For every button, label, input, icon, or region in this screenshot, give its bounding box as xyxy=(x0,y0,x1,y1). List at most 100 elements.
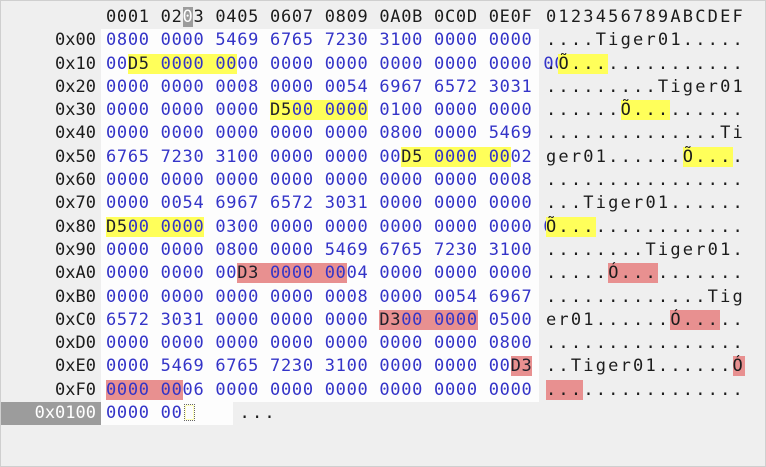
hex-byte-text: 0000 0000 0000 0000 0000 0800 0000 5469 xyxy=(106,123,533,144)
hex-row-0x0100: 0x0100 0000 00... xyxy=(1,402,765,426)
hex-byte-highlight-yellow: 0000 00 xyxy=(423,146,511,167)
ascii-char-text: ............. xyxy=(583,379,745,400)
hex-row-0xD0: 0xD0 0000 0000 0000 0000 0000 0000 0000 0… xyxy=(1,332,765,356)
hex-row-0xF0: 0xF0 0000 0006 0000 0000 0000 0000 0000 0… xyxy=(1,378,765,403)
ascii-char-text: ...... xyxy=(670,100,745,121)
hex-bytes[interactable]: 0000 5469 6765 7230 3100 0000 0000 00D3 xyxy=(101,355,539,379)
hex-row-0x40: 0x40 0000 0000 0000 0000 0000 0800 0000 5… xyxy=(1,122,765,146)
ascii-char-text: ....... xyxy=(657,263,745,284)
hex-bytes[interactable]: 0000 0000 0000 0000 0000 0800 0000 5469 xyxy=(101,122,539,146)
ascii-char-highlight-yellow: Õ... xyxy=(546,216,596,237)
hex-row-0xE0: 0xE0 0000 5469 6765 7230 3100 0000 0000 0… xyxy=(1,355,765,379)
ascii-char-highlight-pink: Ó... xyxy=(608,263,658,284)
ascii-char-text: .............Tig xyxy=(546,286,745,307)
text-cursor xyxy=(183,404,195,422)
ascii-bytes[interactable]: ... xyxy=(240,402,277,425)
hex-byte-highlight-pink: D3 xyxy=(510,356,533,377)
offset-label: 0xE0 xyxy=(55,356,96,377)
hex-byte-text: 0000 0000 0000 0000 0000 0000 0000 0800 xyxy=(106,333,533,354)
hex-byte-text: 0500 xyxy=(477,309,533,330)
hex-bytes[interactable]: 0000 0000 0000 0000 0000 0000 0000 0800 xyxy=(101,332,539,356)
hex-bytes[interactable]: D500 0000 0300 0000 0000 0000 0000 0000 … xyxy=(101,215,586,239)
hex-byte-text: 00 0000 0000 0000 0000 0000 0000 xyxy=(237,53,588,74)
ascii-char-text: ............ xyxy=(595,216,745,237)
hex-row-0xB0: 0xB0 0000 0000 0000 0000 0008 0000 0054 6… xyxy=(1,285,765,309)
hex-row-0x00: 0x00 0800 0000 5469 6765 7230 3100 0000 0… xyxy=(1,29,765,53)
ascii-bytes[interactable]: ..............Ti xyxy=(546,122,745,145)
offset-label: 0x10 xyxy=(55,53,96,74)
hex-bytes[interactable]: 0000 0000 0008 0000 0054 6967 6572 3031 xyxy=(101,75,539,100)
hex-byte-highlight-yellow: 00 0000 xyxy=(291,100,369,121)
ascii-char-highlight-pink: ... xyxy=(546,379,584,400)
hex-bytes[interactable]: 0000 0000 0000 0000 0008 0000 0054 6967 xyxy=(101,285,539,309)
ascii-char-highlight-pink: Ó... xyxy=(670,309,721,330)
ascii-bytes[interactable]: ger01......Õ.... xyxy=(546,146,745,169)
ascii-column-header: 0123456789ABCDEF xyxy=(546,7,745,27)
hex-byte-text: 06 0000 0000 0000 0000 0000 0000 xyxy=(182,379,533,400)
ascii-bytes[interactable]: ........Tiger01. xyxy=(546,239,745,262)
hex-header-highlight-gray: 0 xyxy=(182,7,194,27)
offset-column-spacer xyxy=(1,6,101,29)
ascii-char-highlight-yellow: Õ... xyxy=(620,100,671,121)
ascii-char-text: ........Tiger01. xyxy=(546,239,745,260)
hex-bytes[interactable]: 0000 0000 0000 D500 0000 0100 0000 0000 xyxy=(101,99,539,123)
ascii-char-text: ...... xyxy=(546,100,621,121)
ascii-char-text: ........... xyxy=(608,53,745,74)
ascii-bytes[interactable]: ..Tiger01......Ó xyxy=(546,355,745,378)
hex-byte-text: 0000 0000 0000 0000 0008 0000 0054 6967 xyxy=(106,286,533,307)
ascii-bytes[interactable]: .............Tig xyxy=(546,286,745,309)
hex-row-0x10: 0x10 00D5 0000 0000 0000 0000 0000 0000 0… xyxy=(1,52,765,76)
ascii-bytes[interactable]: ................ xyxy=(546,332,745,355)
hex-bytes[interactable]: 0800 0000 5469 6765 7230 3100 0000 0000 xyxy=(101,29,539,53)
hex-bytes[interactable]: 0000 0054 6967 6572 3031 0000 0000 0000 xyxy=(101,192,539,216)
ascii-bytes[interactable]: .....Ó.......... xyxy=(546,262,745,285)
hex-bytes[interactable]: 0000 0000 0800 0000 5469 6765 7230 3100 xyxy=(101,238,539,263)
hex-row-0xC0: 0xC0 6572 3031 0000 0000 0000 D300 0000 0… xyxy=(1,308,765,333)
ascii-char-text: ....Tiger01..... xyxy=(546,30,745,51)
hex-byte-text: 0000 5469 6765 7230 3100 0000 0000 00 xyxy=(106,356,511,377)
offset-label: 0x00 xyxy=(55,30,96,51)
ascii-char-text: . xyxy=(546,53,559,74)
hex-bytes[interactable]: 6572 3031 0000 0000 0000 D300 0000 0500 xyxy=(101,308,539,333)
ascii-bytes[interactable]: .Õ.............. xyxy=(546,53,745,76)
ascii-char-text: .. xyxy=(720,309,745,330)
offset-label: 0xB0 xyxy=(55,286,96,307)
ascii-bytes[interactable]: Õ............... xyxy=(546,216,745,239)
hex-bytes[interactable]: 0000 0000 0000 0000 0000 0000 0000 0008 xyxy=(101,169,539,193)
hex-byte-highlight-pink: 00 0000 xyxy=(401,309,478,330)
hex-bytes[interactable]: 0000 0006 0000 0000 0000 0000 0000 0000 xyxy=(101,378,539,403)
ascii-bytes[interactable]: ......Õ......... xyxy=(546,99,745,122)
hex-byte-highlight-pink: 0000 00 xyxy=(106,379,183,400)
hex-row-0x60: 0x60 0000 0000 0000 0000 0000 0000 0000 0… xyxy=(1,169,765,193)
ascii-char-text: ..... xyxy=(546,263,609,284)
hex-byte-highlight-pink: D3 xyxy=(237,263,260,284)
offset-label: 0x20 xyxy=(55,76,96,97)
hex-column-header: 0001 0203 0405 0607 0809 0A0B 0C0D 0E0F xyxy=(101,6,539,29)
ascii-char-text: ...Tiger01...... xyxy=(546,193,745,214)
ascii-bytes[interactable]: er01......Ó..... xyxy=(546,309,745,332)
hex-row-0xA0: 0xA0 0000 0000 00D3 0000 0004 0000 0000 0… xyxy=(1,262,765,286)
ascii-char-text: ................ xyxy=(546,333,745,354)
hex-byte-text: 0000 0000 0000 0000 0000 0000 0000 0008 xyxy=(106,170,533,191)
hex-byte-text: 6765 7230 3100 0000 0000 00 xyxy=(106,146,402,167)
ascii-char-text: ger01...... xyxy=(546,146,683,167)
hex-bytes[interactable]: 0000 00 xyxy=(101,402,233,426)
offset-label: 0xF0 xyxy=(55,379,96,400)
hex-byte-text: 0300 0000 0000 0000 0000 0000 0000 xyxy=(204,216,588,237)
ascii-bytes[interactable]: ................ xyxy=(546,169,745,192)
ascii-bytes[interactable]: ...Tiger01...... xyxy=(546,192,745,215)
ascii-char-text: ... xyxy=(239,403,277,424)
hex-bytes[interactable]: 0000 0000 00D3 0000 0004 0000 0000 0000 xyxy=(101,262,539,286)
hex-byte-highlight-yellow: D5 xyxy=(401,146,424,167)
hex-bytes[interactable]: 00D5 0000 0000 0000 0000 0000 0000 0000 … xyxy=(101,52,586,76)
offset-label: 0x0100 xyxy=(1,402,101,426)
hex-row-0x80: 0x80 D500 0000 0300 0000 0000 0000 0000 0… xyxy=(1,215,765,239)
ascii-bytes[interactable]: ....Tiger01..... xyxy=(546,29,745,52)
ascii-bytes[interactable]: ................ xyxy=(546,379,745,402)
column-header-row: 0001 0203 0405 0607 0809 0A0B 0C0D 0E0F … xyxy=(1,6,765,29)
hex-byte-highlight-yellow: D5 xyxy=(270,100,292,121)
hex-byte-highlight-yellow: D5 xyxy=(127,53,150,74)
hex-bytes[interactable]: 6765 7230 3100 0000 0000 00D5 0000 0002 xyxy=(101,145,539,170)
ascii-bytes[interactable]: .........Tiger01 xyxy=(546,76,745,99)
